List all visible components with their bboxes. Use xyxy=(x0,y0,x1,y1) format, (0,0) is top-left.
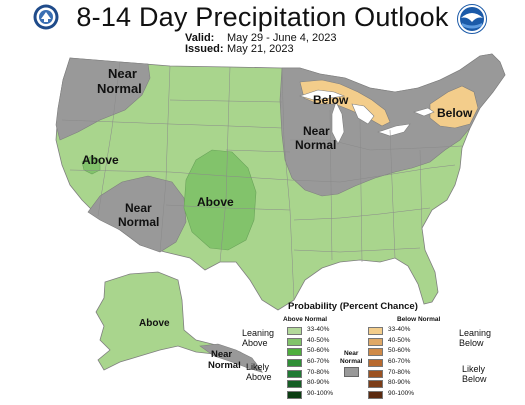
below-bin-label: 33-40% xyxy=(388,326,411,333)
label-sw-normal: Normal xyxy=(118,215,159,229)
above-swatch xyxy=(287,369,302,378)
above-bin-label: 33-40% xyxy=(307,326,330,333)
label-ak-near: Near xyxy=(211,349,232,360)
issued-value: May 21, 2023 xyxy=(227,43,294,55)
below-bin-label: 70-80% xyxy=(388,368,411,376)
above-bin-label: 90-100% xyxy=(307,390,334,398)
legend-below-header: Below Normal xyxy=(397,316,441,323)
above-bin-label: 60-70% xyxy=(307,358,330,366)
date-block: Valid: May 29 - June 4, 2023 Issued: May 2… xyxy=(185,33,336,55)
below-swatch xyxy=(368,369,383,378)
legend-likely-above: Likely Above xyxy=(246,362,272,382)
above-bin-label: 40-50% xyxy=(307,336,330,344)
alaska-near-normal-region xyxy=(199,343,263,373)
legend-likely-below: Likely Below xyxy=(462,364,487,384)
legend-near-normal-label: Near Normal xyxy=(340,350,363,365)
legend-near-normal-swatch xyxy=(344,367,359,377)
legend-leaning-below: Leaning Below xyxy=(459,328,492,348)
state-borders xyxy=(61,61,463,301)
valid-row: Valid: May 29 - June 4, 2023 xyxy=(185,33,336,44)
ne-below-region xyxy=(429,85,479,129)
map-title: 8-14 Day Precipitation Outlook xyxy=(76,2,449,32)
doc-seal-icon xyxy=(33,4,59,35)
label-sw-near: Near xyxy=(125,201,152,215)
below-swatch xyxy=(368,380,383,389)
label-gl-below: Below xyxy=(313,93,349,107)
nw-near-normal-region xyxy=(55,57,151,141)
plains-above-region xyxy=(183,149,257,251)
above-swatch xyxy=(287,391,302,400)
below-bin-label: 90-100% xyxy=(388,390,415,398)
above-bin-label: 70-80% xyxy=(307,368,330,376)
below-swatch xyxy=(368,337,383,346)
legend-leaning-above: Leaning Above xyxy=(242,328,275,348)
below-swatch xyxy=(368,359,383,368)
below-bin-label: 80-90% xyxy=(388,379,411,387)
above-swatch xyxy=(287,337,302,346)
map-labels: Near Normal Above Near Normal Above Belo… xyxy=(82,66,473,371)
sw-above-small-region xyxy=(81,155,101,175)
label-plains-above: Above xyxy=(197,195,234,209)
legend: Probability (Percent Chance) Above Norma… xyxy=(240,300,525,405)
label-ne-below: Below xyxy=(437,106,473,120)
label-mw-normal: Normal xyxy=(295,138,336,152)
below-bin-label: 60-70% xyxy=(388,358,411,366)
label-sw-above: Above xyxy=(82,153,119,167)
issued-label: Issued: xyxy=(185,43,224,55)
below-swatch xyxy=(368,327,383,335)
legend-above-header: Above Normal xyxy=(283,316,328,323)
great-lakes xyxy=(298,89,435,145)
above-bin-label: 50-60% xyxy=(307,347,330,355)
valid-label: Valid: xyxy=(185,32,215,44)
issued-row: Issued: May 21, 2023 xyxy=(185,44,336,55)
below-swatch xyxy=(368,391,383,400)
above-swatch xyxy=(287,359,302,368)
above-swatch xyxy=(287,348,302,357)
above-bin-label: 80-90% xyxy=(307,379,330,387)
noaa-logo-icon xyxy=(457,4,487,39)
label-nw-normal: Normal xyxy=(97,81,142,96)
valid-value: May 29 - June 4, 2023 xyxy=(227,32,337,44)
below-swatch xyxy=(368,348,383,357)
above-swatch xyxy=(287,327,302,335)
below-bin-label: 40-50% xyxy=(388,336,411,344)
label-nw-near: Near xyxy=(108,66,137,81)
below-bin-label: 50-60% xyxy=(388,347,411,355)
label-ak-normal: Normal xyxy=(208,360,241,371)
above-swatch xyxy=(287,380,302,389)
label-mw-near: Near xyxy=(303,124,330,138)
label-ak-above: Above xyxy=(139,318,170,329)
legend-title: Probability (Percent Chance) xyxy=(288,301,418,312)
